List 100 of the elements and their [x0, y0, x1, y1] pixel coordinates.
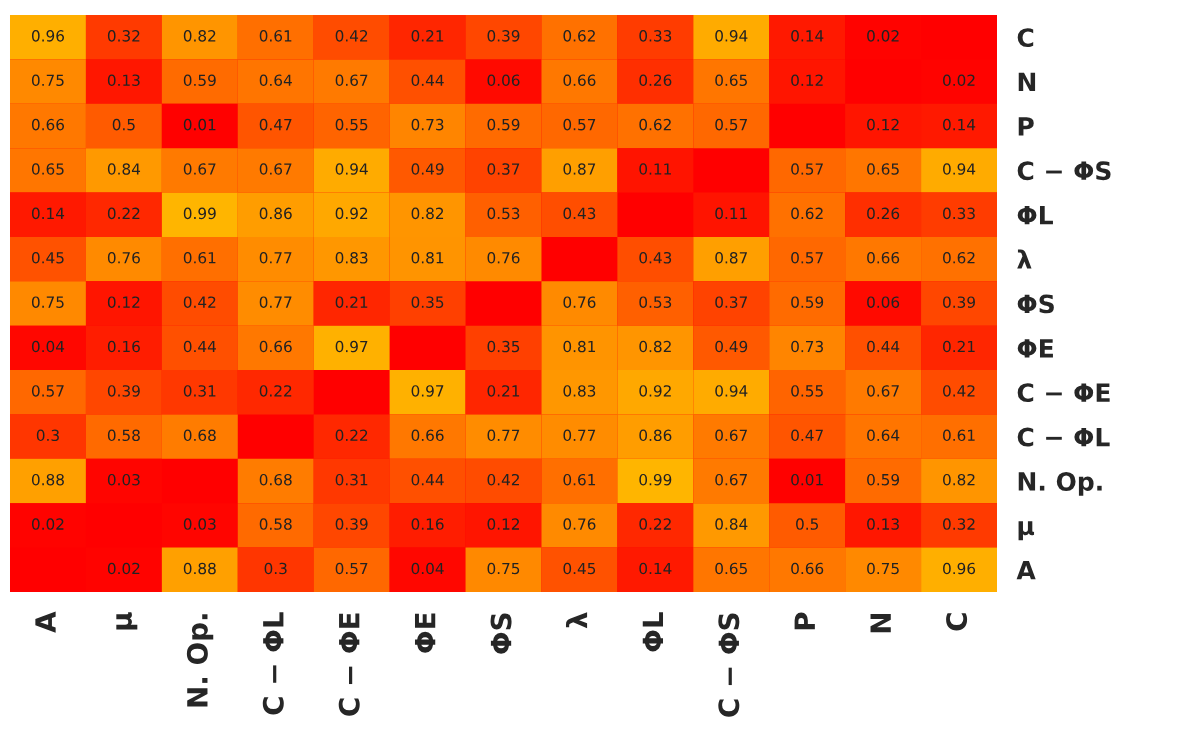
- y-tick-label: P: [1018, 117, 1034, 136]
- data-label: 0.57: [563, 118, 596, 131]
- data-label: 0.44: [183, 340, 216, 353]
- y-tick-label: A: [1016, 561, 1036, 580]
- data-label: 0.84: [715, 518, 748, 530]
- data-label: 0.77: [259, 251, 292, 264]
- data-label: 0.88: [31, 473, 64, 486]
- data-label: 0.33: [639, 30, 672, 42]
- y-tick-label: C − ΦL: [1017, 427, 1110, 447]
- data-label: 0.76: [563, 518, 596, 530]
- data-label: 0.57: [715, 118, 747, 131]
- data-label: 0.61: [943, 429, 975, 442]
- data-label: 0.65: [715, 74, 747, 87]
- data-label: 0.16: [107, 340, 140, 353]
- data-label: 0.59: [867, 473, 900, 486]
- data-label: 0.5: [796, 518, 819, 530]
- data-label: 0.47: [791, 429, 823, 442]
- y-tick-label: μ: [1018, 521, 1035, 541]
- data-label: 0.86: [639, 429, 672, 442]
- data-label: 0.68: [259, 473, 292, 486]
- data-label: 0.61: [183, 251, 216, 264]
- x-tick-label: μ: [116, 612, 138, 630]
- data-label: 0.59: [183, 74, 216, 87]
- data-label: 0.44: [411, 473, 444, 486]
- data-label: 0.33: [943, 207, 975, 220]
- data-label: 0.12: [791, 74, 823, 87]
- data-label: 0.73: [791, 340, 823, 353]
- data-label: 0.88: [183, 562, 216, 575]
- data-label: 0.21: [487, 385, 520, 397]
- data-label: 0.39: [335, 518, 368, 530]
- data-label: 0.21: [335, 296, 368, 308]
- data-label: 0.66: [259, 340, 292, 353]
- data-label: 0.94: [335, 163, 368, 175]
- data-label: 0.13: [867, 518, 899, 530]
- y-tick-label: N. Op.: [1018, 471, 1102, 496]
- data-label: 0.03: [107, 473, 140, 486]
- x-tick-label: C − ΦS: [718, 613, 740, 717]
- data-label: 0.75: [487, 562, 520, 575]
- data-label: 0.66: [867, 251, 900, 264]
- data-label: 0.14: [639, 562, 672, 575]
- data-label: 0.68: [183, 429, 216, 442]
- y-tick-label: ΦS: [1017, 294, 1054, 314]
- data-label: 0.81: [563, 340, 596, 353]
- data-label: 0.76: [107, 251, 140, 264]
- data-label: 0.5: [112, 118, 135, 131]
- data-label: 0.96: [31, 30, 65, 42]
- y-tick-label: λ: [1017, 249, 1032, 269]
- data-label: 0.44: [867, 340, 900, 353]
- data-label: 0.67: [335, 74, 368, 87]
- data-label: 0.26: [867, 207, 900, 220]
- data-label: 0.61: [259, 30, 292, 42]
- data-label: 0.39: [107, 385, 140, 397]
- data-label: 0.01: [791, 473, 823, 486]
- data-label: 0.42: [943, 385, 975, 397]
- data-label: 0.62: [791, 207, 823, 220]
- data-label: 0.94: [715, 385, 748, 397]
- x-tick-label: C: [946, 613, 968, 631]
- y-tick-label: ΦE: [1017, 339, 1053, 358]
- data-label: 0.67: [715, 429, 747, 442]
- data-label: 0.31: [183, 385, 216, 397]
- data-label: 0.62: [639, 118, 671, 131]
- data-label: 0.77: [487, 429, 520, 442]
- data-label: 0.66: [791, 562, 824, 575]
- data-label: 0.97: [411, 385, 444, 397]
- data-label: 0.16: [411, 518, 444, 530]
- data-label: 0.67: [183, 163, 216, 175]
- y-tick-label: C − ΦE: [1017, 383, 1110, 403]
- data-label: 0.02: [943, 74, 975, 87]
- data-label: 0.06: [487, 74, 520, 87]
- data-label: 0.65: [31, 163, 64, 175]
- data-label: 0.14: [31, 207, 65, 220]
- data-label: 0.59: [487, 118, 520, 131]
- data-label: 0.42: [183, 296, 216, 308]
- data-label: 0.76: [487, 251, 520, 264]
- data-label: 0.82: [411, 207, 444, 220]
- data-label: 0.21: [943, 340, 975, 353]
- data-label: 0.32: [943, 518, 975, 530]
- data-label: 0.62: [943, 251, 975, 264]
- data-label: 0.62: [563, 30, 595, 42]
- data-label: 0.37: [487, 163, 520, 175]
- data-label: 0.02: [867, 30, 899, 42]
- x-tick-label: ΦS: [490, 613, 512, 654]
- data-label: 0.45: [563, 562, 596, 575]
- data-label: 0.75: [31, 296, 64, 308]
- data-label: 0.82: [943, 473, 975, 486]
- data-label: 0.67: [259, 163, 292, 175]
- x-tick-label: λ: [565, 612, 588, 629]
- data-label: 0.43: [639, 251, 672, 264]
- data-label: 0.57: [31, 385, 64, 397]
- x-tick-label: N. Op.: [186, 614, 214, 707]
- data-label: 0.45: [31, 251, 64, 264]
- data-label: 0.58: [259, 518, 292, 530]
- data-label: 0.96: [943, 562, 976, 575]
- data-label: 0.82: [183, 30, 216, 42]
- data-label: 0.86: [259, 207, 292, 220]
- data-label: 0.83: [335, 251, 368, 264]
- data-label: 0.64: [259, 74, 292, 87]
- data-label: 0.44: [411, 74, 444, 87]
- data-label: 0.53: [639, 296, 672, 308]
- data-label: 0.83: [563, 385, 596, 397]
